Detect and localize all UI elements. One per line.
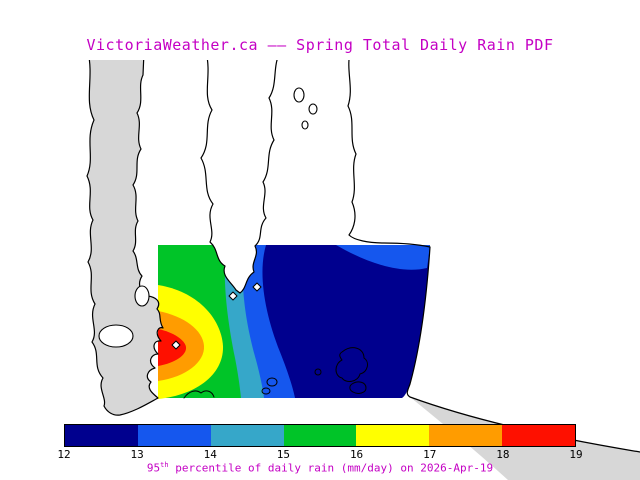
colorbar-segment <box>137 425 211 446</box>
islet-outline <box>266 377 278 387</box>
colorbar-tick-label: 19 <box>569 448 583 461</box>
islet-outline <box>349 381 367 394</box>
sooke-basin-inlet <box>98 324 134 348</box>
island-outline <box>335 347 368 382</box>
contour-field <box>158 245 430 399</box>
colorbar-tick-label: 18 <box>496 448 510 461</box>
colorbar-segment <box>210 425 284 446</box>
colorbar-segment <box>356 425 430 446</box>
island-contours <box>183 347 368 399</box>
colorbar-segment <box>65 425 138 446</box>
colorbar-segment <box>502 425 576 446</box>
station-marker-diamond <box>171 340 181 350</box>
caption: 95th percentile of daily rain (mm/day) o… <box>0 461 640 475</box>
caption-text: percentile of daily rain (mm/day) on 202… <box>168 461 494 475</box>
island <box>308 103 318 115</box>
coastline-east <box>347 60 431 398</box>
island <box>293 87 305 103</box>
islet-outline <box>314 368 322 376</box>
colorbar-tick-label: 17 <box>423 448 437 461</box>
page-title: VictoriaWeather.ca —— Spring Total Daily… <box>86 36 554 54</box>
colorbar <box>64 424 576 447</box>
harbour-coast-detail <box>183 390 215 399</box>
offshore-islands <box>293 87 318 130</box>
land-west <box>86 60 164 416</box>
colorbar-tick-label: 15 <box>276 448 291 461</box>
colorbar-tick-label: 14 <box>203 448 217 461</box>
island <box>301 120 309 130</box>
islet-outline <box>261 387 271 395</box>
colorbar-ticks: 12 13 14 15 16 17 18 19 <box>57 448 582 461</box>
colorbar-tick-label: 13 <box>130 448 144 461</box>
band-13-14-northeast <box>336 245 430 270</box>
colorbar-segment <box>283 425 357 446</box>
colorbar-tick-label: 16 <box>349 448 364 461</box>
harbour-inlet <box>134 285 150 307</box>
caption-percentile-sup: th <box>160 461 169 469</box>
band-18-19 <box>158 329 187 366</box>
colorbar-segment <box>429 425 503 446</box>
peninsula <box>200 60 278 294</box>
station-markers <box>171 282 262 350</box>
station-marker-diamond <box>252 282 262 292</box>
station-marker-diamond <box>228 291 238 301</box>
colorbar-tick-label: 12 <box>57 448 71 461</box>
caption-percentile: 95 <box>146 461 161 475</box>
